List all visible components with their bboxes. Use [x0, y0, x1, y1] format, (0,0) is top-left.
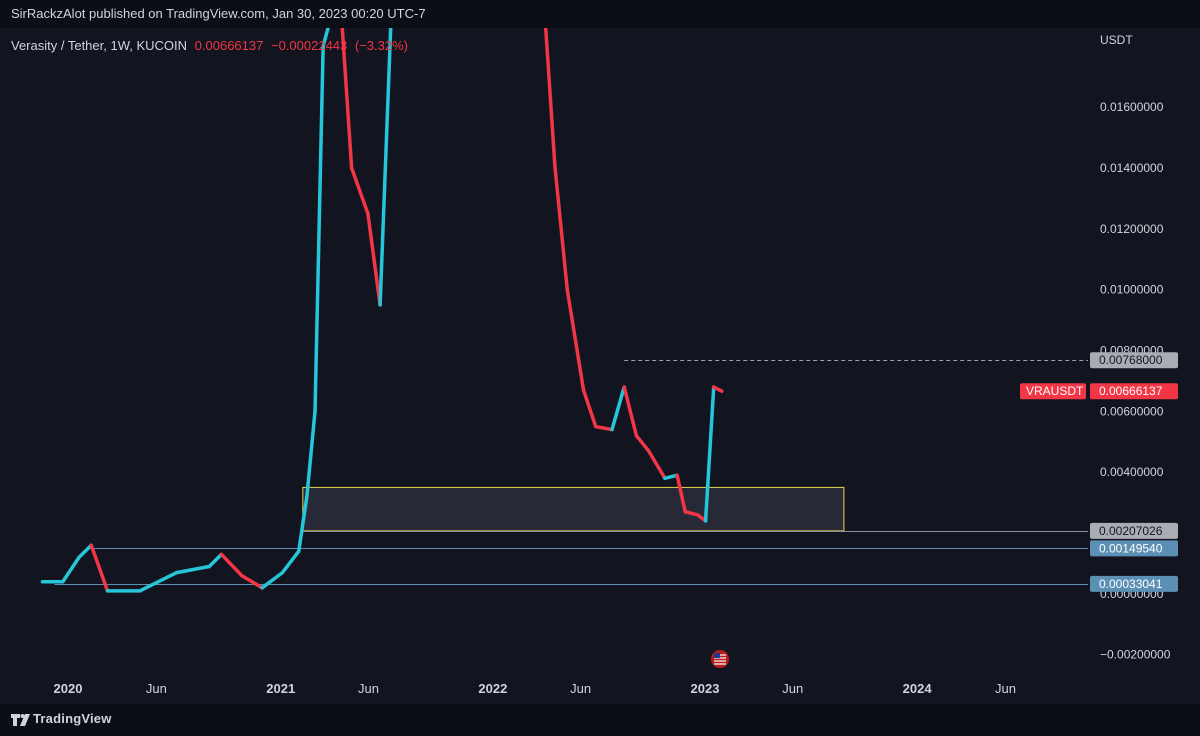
y-tick-label-1: 0.01400000	[1100, 161, 1164, 175]
y-tick-label-0: 0.01600000	[1100, 100, 1164, 114]
price-segment-14	[305, 409, 317, 499]
level-badge-3	[1090, 575, 1178, 592]
y-tick-label-6: 0.00400000	[1100, 465, 1164, 479]
price-segment-16	[321, 28, 330, 49]
tradingview-logo-icon	[11, 714, 30, 726]
price-segment-35	[703, 385, 716, 523]
price-segment-28	[622, 385, 639, 438]
price-segment-15	[313, 44, 325, 414]
price-segment-32	[675, 473, 687, 514]
level-badge-label-3: 0.00033041	[1099, 577, 1163, 591]
x-tick-label-7: Jun	[782, 681, 803, 696]
x-tick-label-6: 2023	[691, 681, 720, 696]
price-segment-19	[366, 211, 382, 307]
price-segment-12	[280, 549, 301, 575]
demand-zone	[302, 486, 845, 532]
price-segment-17	[340, 28, 354, 170]
publisher-text: SirRackzAlot published on TradingView.co…	[11, 6, 426, 21]
price-segment-23	[553, 166, 570, 292]
y-tick-label-3: 0.01000000	[1100, 283, 1164, 297]
price-segment-4	[89, 543, 110, 593]
price-segment-31	[663, 473, 679, 481]
symbol-legend: Verasity / Tether, 1W, KUCOIN 0.00666137…	[11, 38, 408, 53]
price-segment-3	[77, 543, 93, 560]
price-segment-27	[610, 385, 626, 432]
level-badge-2	[1090, 540, 1178, 557]
x-tick-label-5: Jun	[570, 681, 591, 696]
price-segment-20	[378, 28, 393, 307]
price-segment-6	[138, 570, 179, 593]
chart-frame[interactable]: Verasity / Tether, 1W, KUCOIN 0.00666137…	[0, 28, 1200, 704]
x-tick-label-9: Jun	[995, 681, 1016, 696]
x-tick-label-4: 2022	[478, 681, 507, 696]
level-badge-label-2: 0.00149540	[1099, 541, 1163, 555]
y-tick-label-5: 0.00600000	[1100, 404, 1164, 418]
price-segment-26	[593, 424, 614, 432]
price-segment-24	[565, 287, 586, 392]
price-segment-33	[683, 510, 700, 517]
price-segment-7	[174, 564, 211, 575]
last-price-badge	[1090, 383, 1178, 400]
x-tick-label-0: 2020	[54, 681, 83, 696]
price-chart[interactable]: USDT 0.01600000 0.01400000 0.01200000 0.0100…	[0, 28, 1200, 704]
price-segment-2	[61, 555, 81, 584]
level-badge-0	[1090, 352, 1178, 369]
symbol-badge	[1020, 383, 1086, 400]
x-tick-label-2: 2021	[266, 681, 295, 696]
legend-price: 0.00666137	[194, 38, 264, 53]
level-badge-label-1: 0.00207026	[1099, 524, 1163, 538]
price-segment-13	[296, 494, 309, 554]
event-flag-icon	[711, 650, 729, 668]
level-badge-label-0: 0.00768000	[1099, 353, 1163, 367]
legend-change: −0.00022443	[270, 38, 348, 53]
brand-text: TradingView	[33, 711, 112, 726]
symbol-badge-label: VRAUSDT	[1026, 384, 1084, 398]
symbol-title[interactable]: Verasity / Tether, 1W, KUCOIN	[11, 38, 188, 53]
footer-bar: TradingView	[0, 704, 1200, 736]
price-segment-18	[349, 166, 370, 216]
level-badge-1	[1090, 522, 1178, 539]
price-segment-8	[207, 552, 224, 569]
price-segment-29	[634, 433, 651, 453]
x-tick-label-8: 2024	[903, 681, 933, 696]
publisher-bar: SirRackzAlot published on TradingView.co…	[0, 0, 1200, 28]
event-flag-canton	[714, 653, 720, 658]
x-tick-label-3: Jun	[358, 681, 379, 696]
price-segment-30	[646, 449, 667, 481]
price-segment-10	[240, 573, 264, 590]
currency-label: USDT	[1100, 33, 1133, 47]
price-segment-11	[260, 570, 285, 590]
price-segment-36	[711, 385, 724, 393]
last-price-label: 0.00666137	[1099, 384, 1163, 398]
y-tick-label-2: 0.01200000	[1100, 222, 1164, 236]
price-segment-22	[543, 28, 557, 170]
legend-change-pct: (−3.32%)	[354, 38, 409, 53]
y-tick-label-8: −0.00200000	[1100, 648, 1171, 662]
price-segment-25	[581, 388, 598, 429]
x-tick-label-1: Jun	[146, 681, 167, 696]
price-segment-9	[219, 552, 244, 578]
